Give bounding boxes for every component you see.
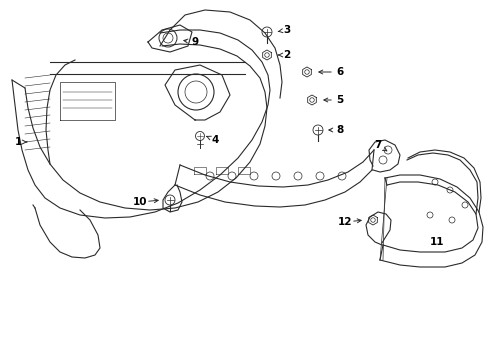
Text: 12: 12 — [337, 217, 351, 227]
Text: 2: 2 — [283, 50, 290, 60]
Text: 5: 5 — [336, 95, 343, 105]
Text: 1: 1 — [14, 137, 21, 147]
Text: 9: 9 — [191, 37, 198, 47]
Text: 7: 7 — [373, 140, 381, 150]
Text: 8: 8 — [336, 125, 343, 135]
Text: 10: 10 — [132, 197, 147, 207]
Text: 6: 6 — [336, 67, 343, 77]
Text: 11: 11 — [429, 237, 443, 247]
Text: 4: 4 — [211, 135, 218, 145]
Text: 3: 3 — [283, 25, 290, 35]
